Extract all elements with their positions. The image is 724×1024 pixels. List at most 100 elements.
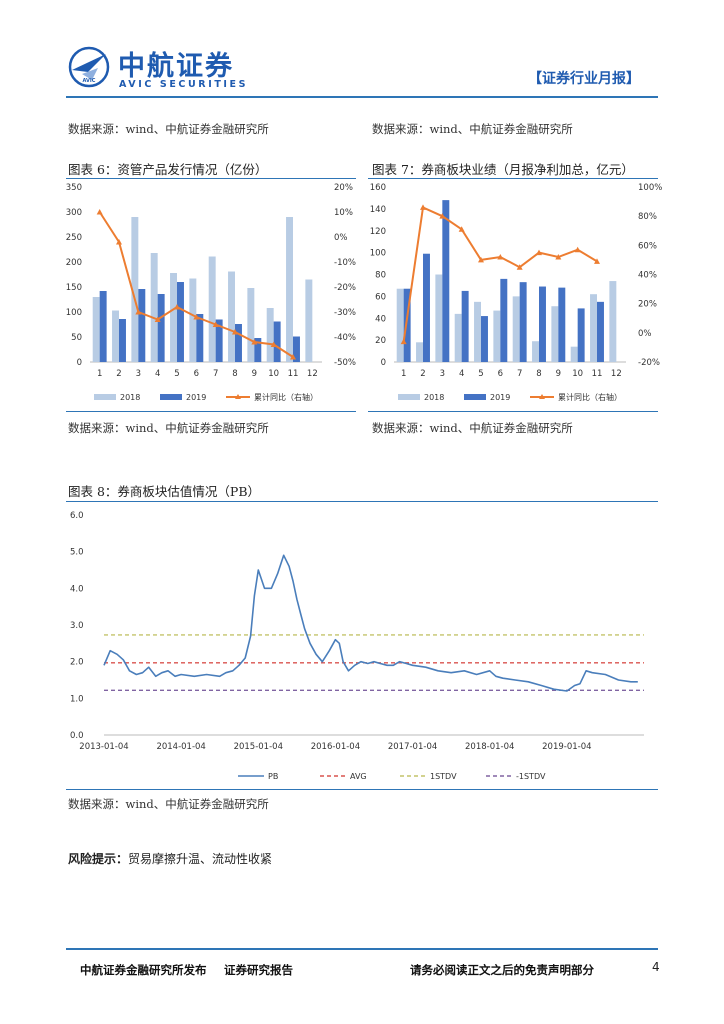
chart6-legend-swatch-2018 — [94, 394, 116, 400]
chart7-title: 图表 7：券商板块业绩（月报净利加总，亿元） — [372, 162, 634, 177]
chart6-xtick-label: 4 — [155, 369, 160, 379]
chart6-ytick-label: 150 — [66, 283, 82, 293]
chart7-xtick-label: 1 — [401, 369, 406, 379]
chart6-cumulative-yoy-point — [290, 354, 296, 360]
chart7-xtick-label: 5 — [478, 369, 483, 379]
footer-rule — [66, 948, 658, 950]
company-logo: AVIC 中航证券 AVIC SECURITIES — [68, 44, 258, 92]
chart7-bar-2018 — [454, 313, 462, 362]
risk-text: 贸易摩擦升温、流动性收紧 — [128, 852, 273, 866]
chart7-broker-earnings: 0 20 40 60 80 100 120 140 160 -20% 0% 20% 40% 60% 80% 1… — [370, 183, 663, 402]
chart7-cumulative-yoy-point — [400, 338, 407, 345]
chart7-bar-2019 — [461, 290, 469, 362]
chart7-y2tick-label: 20% — [638, 300, 657, 310]
chart7-bar-2019 — [481, 316, 488, 362]
chart7-y2tick-label: 40% — [638, 271, 657, 281]
chart7-legend-label-yoy: 累计同比（右轴） — [558, 392, 622, 402]
chart6-bar-2018 — [150, 253, 158, 362]
chart6-legend-label-2019: 2019 — [186, 393, 206, 402]
chart7-xtick-label: 7 — [517, 369, 522, 379]
chart6-y2tick-label: 10% — [334, 208, 353, 218]
chart6-cumulative-yoy-point — [96, 209, 103, 215]
chart6-bar-2019 — [99, 291, 107, 362]
chart8-ytick-label: 5.0 — [70, 548, 84, 558]
chart8-xtick-label: 2018-01-04 — [465, 742, 514, 752]
chart7-cumulative-yoy-point — [516, 264, 523, 270]
chart7-bar-2018 — [474, 301, 481, 362]
source-note-mid-right: 数据来源：wind、中航证券金融研究所 — [372, 421, 573, 435]
risk-label: 风险提示： — [68, 852, 129, 866]
chart6-bottom-rule — [66, 411, 356, 412]
chart6-cumulative-yoy-point — [212, 321, 219, 327]
chart7-cumulative-yoy-point — [439, 213, 446, 219]
chart6-bar-2019 — [119, 319, 126, 362]
chart8-title: 图表 8：券商板块估值情况（PB） — [68, 484, 261, 499]
chart8-bottom-rule — [66, 789, 658, 790]
chart8-ytick-label: 6.0 — [70, 511, 84, 521]
chart6-y2tick-label: -50% — [334, 358, 356, 368]
source-note-mid-left: 数据来源：wind、中航证券金融研究所 — [68, 421, 269, 435]
chart7-cumulative-yoy-point — [574, 246, 581, 253]
risk-warning: 风险提示：贸易摩擦升温、流动性收紧 — [68, 850, 272, 867]
chart8-legend-1stdv-label: 1STDV — [430, 772, 457, 781]
chart6-xtick-label: 7 — [213, 369, 218, 379]
chart6-xtick-label: 6 — [194, 369, 199, 379]
source-note-top-left: 数据来源：wind、中航证券金融研究所 — [68, 122, 269, 136]
chart7-ytick-label: 40 — [375, 314, 386, 324]
source-note-bottom: 数据来源：wind、中航证券金融研究所 — [68, 797, 269, 811]
chart6-bar-2019 — [215, 319, 223, 362]
chart6-bar-2019 — [293, 336, 300, 362]
chart6-ytick-label: 350 — [66, 183, 82, 193]
chart8-xtick-label: 2014-01-04 — [156, 742, 205, 752]
chart6-legend-swatch-2019 — [160, 394, 182, 400]
chart6-xtick-label: 10 — [268, 369, 279, 379]
chart7-bar-2018 — [493, 310, 501, 362]
chart7-y2tick-label: 0% — [638, 329, 652, 339]
chart7-cumulative-yoy-point — [478, 256, 484, 263]
chart7-bar-2019 — [442, 200, 450, 362]
chart6-ytick-label: 200 — [66, 258, 82, 268]
chart6-ytick-label: 50 — [71, 333, 82, 343]
chart8-xtick-label: 2013-01-04 — [79, 742, 128, 752]
chart6-cumulative-yoy-point — [251, 339, 258, 345]
chart6-bar-2019 — [177, 282, 184, 362]
chart6-legend-label-yoy: 累计同比（右轴） — [254, 392, 318, 402]
chart6-bar-2018 — [305, 279, 313, 362]
chart6-bar-2019 — [157, 294, 165, 362]
chart8-xtick-label: 2016-01-04 — [311, 742, 360, 752]
chart7-xtick-label: 9 — [556, 369, 561, 379]
chart6-cumulative-yoy-point — [154, 316, 161, 322]
chart7-ytick-label: 120 — [370, 227, 386, 237]
chart8-legend-pb-label: PB — [268, 772, 278, 781]
chart8-pb-line — [103, 554, 638, 692]
chart6-xtick-label: 1 — [97, 369, 102, 379]
chart6-cumulative-yoy-point — [193, 314, 200, 320]
footer-publisher: 中航证券金融研究所发布 — [80, 963, 207, 977]
chart6-title-rule — [66, 178, 356, 179]
chart7-bar-2018 — [609, 281, 617, 362]
chart8-xtick-label: 2019-01-04 — [542, 742, 591, 752]
chart7-cumulative-yoy-point — [594, 258, 600, 264]
chart6-ytick-label: 250 — [66, 233, 82, 243]
chart6-xtick-label: 11 — [288, 369, 299, 379]
logo-badge-text: AVIC — [83, 78, 96, 84]
chart6-bar-2018 — [286, 217, 293, 362]
chart6-bar-2018 — [247, 288, 255, 362]
chart7-ytick-label: 160 — [370, 183, 386, 193]
chart6-y2tick-label: -40% — [334, 333, 356, 343]
chart7-legend-label-2018: 2018 — [424, 393, 444, 402]
chart6-cumulative-yoy-point — [116, 239, 122, 245]
chart6-xtick-label: 2 — [116, 369, 121, 379]
chart7-bar-2018 — [512, 296, 520, 362]
chart6-xtick-label: 9 — [252, 369, 257, 379]
chart6-cumulative-yoy-point — [174, 304, 180, 310]
chart7-y2tick-label: 80% — [638, 212, 657, 222]
chart8-xtick-label: 2017-01-04 — [388, 742, 437, 752]
logo-chinese-name: 中航证券 — [118, 51, 234, 82]
chart7-bar-2019 — [519, 282, 527, 362]
chart6-xtick-label: 8 — [232, 369, 237, 379]
chart6-xtick-label: 5 — [174, 369, 179, 379]
logo-emblem-icon: AVIC — [68, 46, 110, 88]
chart8-ytick-label: 1.0 — [70, 694, 84, 704]
chart8-legend-minus-1stdv-label: -1STDV — [516, 772, 546, 781]
